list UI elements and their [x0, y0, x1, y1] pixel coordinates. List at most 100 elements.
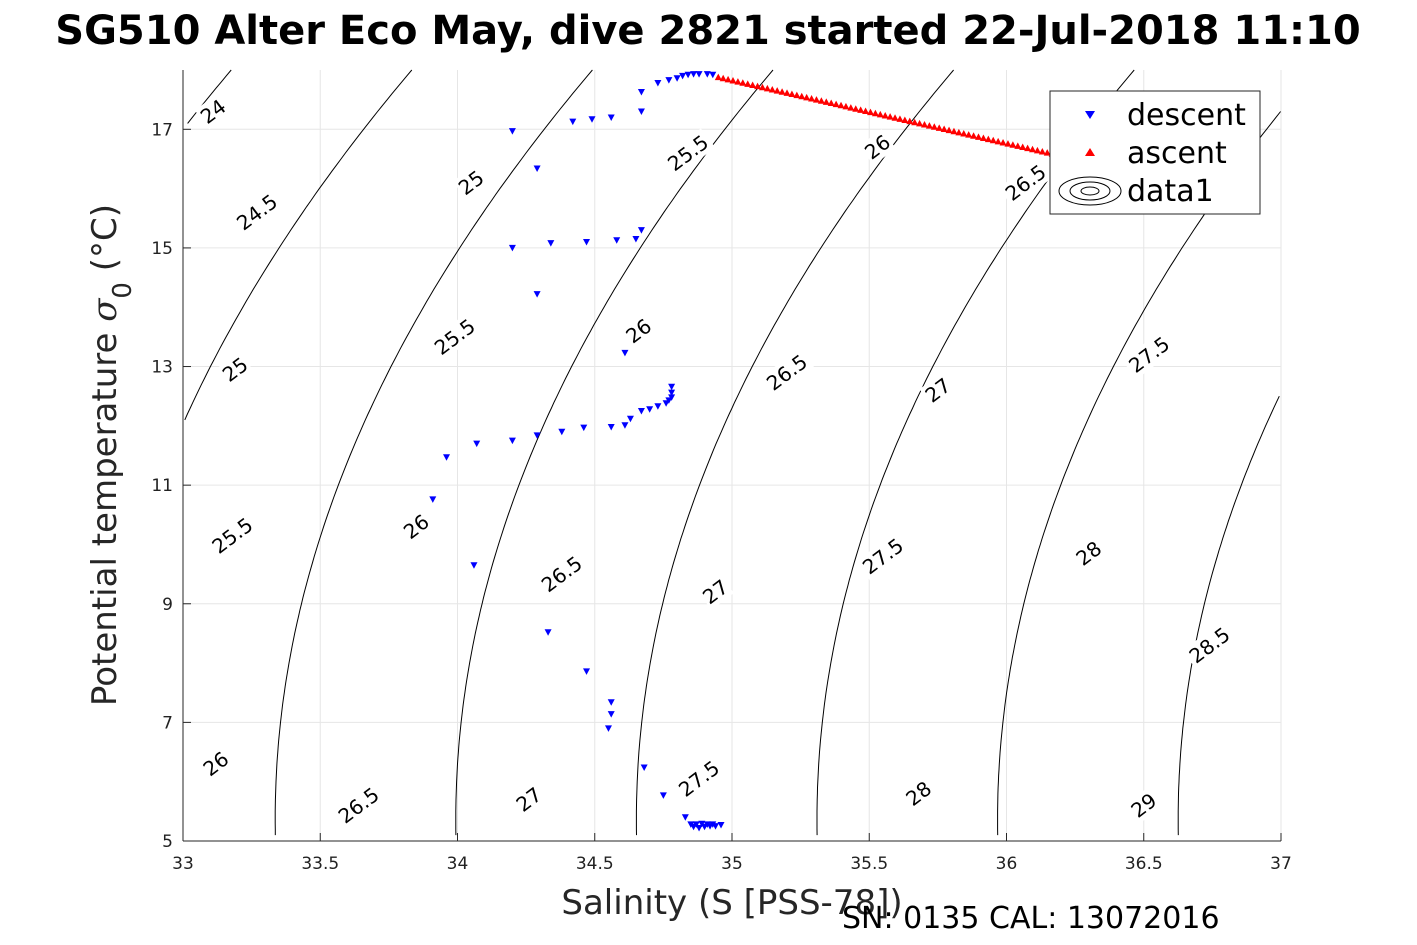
ascent-point: [901, 116, 909, 123]
ascent-point: [852, 105, 860, 112]
ascent-point: [714, 73, 722, 81]
ascent-point: [950, 127, 958, 135]
contour-label-mask: [427, 312, 482, 362]
contour-label-mask: [229, 187, 285, 237]
ascent-point: [871, 109, 879, 117]
ascent-point: [925, 122, 933, 129]
contour-label-mask: [900, 775, 938, 812]
x-tick-label: 34.5: [576, 854, 614, 874]
contour-label-mask: [697, 573, 734, 610]
contour-line: [997, 111, 1281, 836]
descent-point: [533, 165, 541, 172]
chart-title: SG510 Alter Eco May, dive 2821 started 2…: [55, 8, 1360, 54]
ascent-point: [979, 134, 987, 142]
contour-label-mask: [534, 549, 589, 599]
descent-point: [695, 824, 703, 832]
legend-data1-label: data1: [1127, 174, 1214, 209]
ascent-point: [916, 119, 924, 127]
ascent-point: [822, 98, 830, 105]
descent-point: [583, 238, 591, 246]
y-tick-label: 13: [151, 358, 173, 378]
y-tick-label: 7: [162, 713, 173, 733]
ascent-point: [935, 124, 943, 131]
ascent-point: [1019, 143, 1027, 151]
descent-point: [637, 227, 645, 234]
descent-point: [607, 699, 615, 706]
ascent-point: [886, 113, 894, 120]
legend-box: [1049, 90, 1261, 215]
ascent-point: [773, 87, 781, 94]
ascent-point: [881, 111, 889, 119]
contour-label-mask: [859, 129, 896, 166]
contour-label-mask: [620, 312, 658, 350]
descent-point: [626, 415, 634, 423]
descent-point: [654, 403, 662, 410]
ascent-point: [847, 104, 855, 111]
descent-point: [703, 821, 711, 828]
x-tick-label: 35.5: [850, 854, 888, 874]
descent-point: [684, 71, 692, 79]
ascent-point: [862, 107, 870, 114]
ascent-point: [827, 99, 835, 107]
contour-line: [455, 69, 774, 836]
contour-label-mask: [1182, 620, 1237, 670]
ascent-point: [891, 114, 899, 121]
descent-point: [692, 821, 700, 828]
descent-point: [583, 668, 591, 675]
y-tick-label: 17: [151, 120, 173, 140]
x-tick-label: 37: [1270, 854, 1292, 874]
descent-point: [712, 823, 720, 830]
ascent-point: [911, 118, 919, 126]
contour-line: [274, 69, 593, 836]
legend-contour-icon: [1058, 176, 1122, 206]
descent-point: [580, 424, 588, 432]
ascent-point: [960, 130, 968, 137]
descent-point: [668, 383, 676, 391]
contour-label-mask: [510, 781, 548, 818]
ascent-point: [945, 126, 953, 134]
ascent-point: [984, 135, 992, 143]
ascent-point: [1014, 142, 1022, 149]
descent-point: [443, 454, 451, 461]
descent-point: [607, 711, 615, 718]
ascent-point: [1038, 148, 1046, 155]
descent-point: [665, 77, 673, 84]
legend: descent ascent data1: [1049, 90, 1261, 215]
ascent-point: [783, 89, 791, 96]
ascent-point: [994, 137, 1002, 145]
descent-point: [668, 389, 676, 397]
x-tick-label: 35: [721, 854, 743, 874]
ascent-point: [842, 102, 850, 110]
ascent-point: [975, 133, 983, 140]
ascent-point: [970, 132, 978, 139]
descent-point: [640, 764, 648, 771]
ascent-point: [817, 97, 825, 104]
ascent-point: [1029, 145, 1037, 153]
y-tick-label: 15: [151, 239, 173, 259]
descent-point: [681, 814, 689, 821]
ascent-point: [749, 81, 757, 89]
ascent-point: [758, 83, 766, 91]
contour-label-mask: [331, 780, 386, 831]
contour-line: [187, 69, 232, 124]
contour-label-mask: [1122, 330, 1177, 380]
ascent-point: [989, 136, 997, 144]
descent-point: [637, 408, 645, 415]
contour-label-mask: [197, 745, 235, 782]
footer-serial: SN: 0135 CAL: 13072016: [842, 901, 1220, 936]
descent-point: [533, 432, 541, 439]
contour-label-mask: [452, 164, 490, 201]
legend-ascent-label: ascent: [1127, 136, 1227, 171]
x-tick-label: 33.5: [301, 854, 339, 874]
legend-ascent-marker: [1085, 148, 1095, 156]
contour-label-mask: [205, 510, 260, 561]
descent-point: [703, 71, 711, 78]
descent-point: [544, 629, 552, 636]
descent-point: [679, 72, 687, 80]
descent-point: [632, 236, 640, 243]
descent-point: [695, 71, 703, 78]
contour-label-mask: [671, 754, 727, 804]
descent-point: [547, 240, 555, 247]
ascent-point: [803, 93, 811, 101]
